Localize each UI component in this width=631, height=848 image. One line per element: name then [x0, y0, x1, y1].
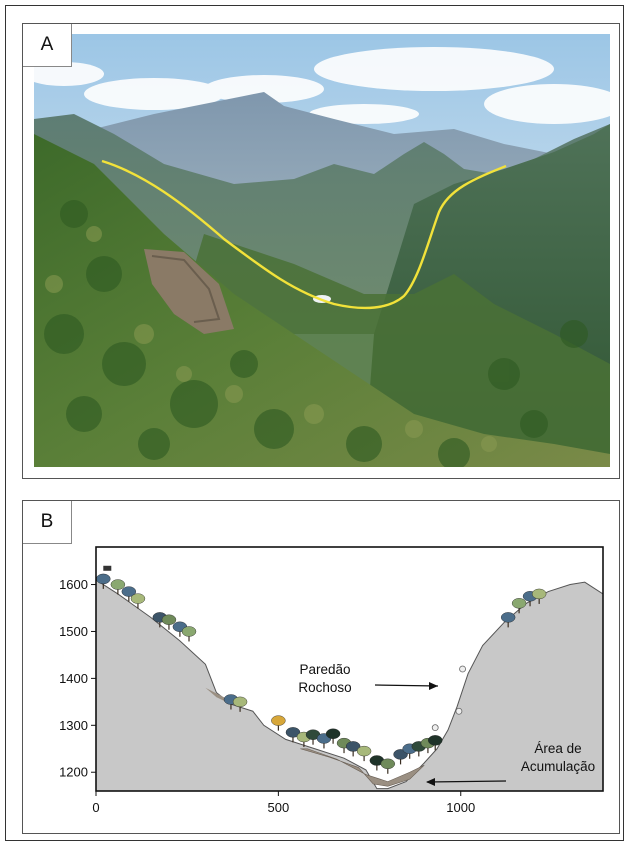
tree-icon: [345, 741, 361, 752]
tree-icon: [531, 588, 547, 600]
wall-arrow-head: [429, 682, 438, 690]
tree-icon: [232, 696, 248, 708]
rock-icon: [455, 707, 463, 715]
rock-icon: [431, 724, 439, 732]
mountain-valley-photo: [34, 34, 610, 467]
y-tick-label: 1600: [59, 577, 88, 592]
tree-icon: [181, 626, 197, 637]
x-tick-label: 1000: [446, 800, 475, 815]
panel-a-label: A: [23, 24, 72, 67]
tree-icon: [356, 745, 372, 757]
y-tick-label: 1200: [59, 765, 88, 780]
tree-icon: [110, 579, 126, 590]
topographic-profile-chart: 1200 1300 1400 1500 1600 0 500 1000 Paredão Rocho…: [59, 546, 604, 815]
terrain-profile-area: [96, 579, 603, 791]
tree-icon: [96, 573, 111, 585]
accumulation-deposit: [300, 748, 425, 787]
tree-icon: [271, 715, 286, 726]
y-tick-label: 1300: [59, 718, 88, 733]
tree-icon: [500, 612, 516, 623]
tree-icon: [325, 728, 341, 739]
rock-icon: [459, 665, 466, 673]
valley-profile-line: [101, 159, 507, 310]
wall-arrow-line: [374, 684, 439, 687]
tree-icon: [161, 614, 177, 625]
tree-icon: [511, 598, 527, 609]
tree-icon: [130, 593, 146, 604]
accum-label-line1: Área de: [534, 741, 581, 756]
plot-frame: [95, 546, 604, 792]
wall-label-line2: Rochoso: [298, 680, 351, 695]
panel-a: A: [22, 23, 620, 479]
wall-label-line1: Paredão: [299, 662, 350, 677]
rock-icon: [103, 565, 112, 571]
panel-b: B 1200 1300 1400 1500 1600 0 500 1000 Paredão Roc…: [22, 500, 620, 834]
figure-frame: [5, 5, 624, 841]
tree-icon: [285, 727, 301, 738]
x-tick-label: 500: [268, 800, 290, 815]
accum-arrow-head: [426, 778, 435, 786]
x-tick-label: 0: [92, 800, 99, 815]
tree-icon: [121, 586, 137, 597]
accum-arrow-line: [426, 780, 507, 783]
tree-icon: [380, 758, 395, 769]
tree-icon: [428, 735, 443, 746]
accum-label-line2: Acumulação: [521, 759, 595, 774]
y-tick-label: 1400: [59, 671, 88, 686]
panel-b-label: B: [23, 501, 72, 544]
y-tick-label: 1500: [59, 624, 88, 639]
